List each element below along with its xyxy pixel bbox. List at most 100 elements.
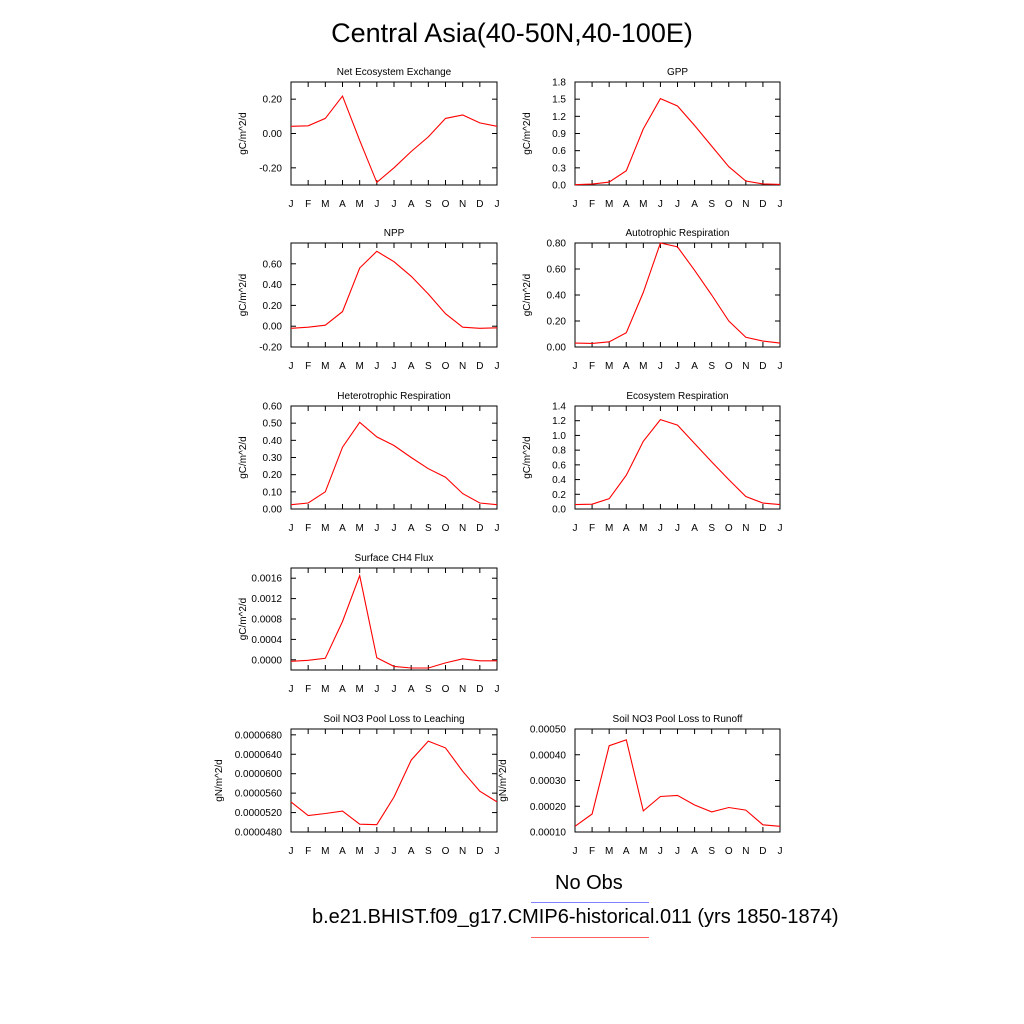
y-tick-label: 0.0016 bbox=[251, 574, 282, 585]
x-tick-label: J bbox=[658, 523, 663, 534]
x-tick-label: O bbox=[442, 199, 450, 210]
x-tick-label: D bbox=[476, 684, 483, 695]
x-tick-label: J bbox=[778, 361, 783, 372]
x-tick-label: A bbox=[623, 199, 630, 210]
x-tick-label: F bbox=[589, 199, 595, 210]
x-tick-label: M bbox=[355, 523, 363, 534]
legend-run-line bbox=[531, 937, 649, 938]
plot-frame bbox=[290, 81, 498, 186]
y-tick-label: -0.20 bbox=[259, 343, 282, 354]
x-tick-label: S bbox=[425, 361, 432, 372]
x-tick-label: F bbox=[305, 684, 311, 695]
x-tick-label: J bbox=[392, 199, 397, 210]
y-tick-label: 0.2 bbox=[552, 490, 566, 501]
x-tick-label: N bbox=[459, 199, 466, 210]
x-tick-label: D bbox=[476, 846, 483, 857]
x-tick-label: M bbox=[605, 361, 613, 372]
x-tick-label: J bbox=[573, 846, 578, 857]
x-tick-label: M bbox=[355, 846, 363, 857]
y-tick-label: 0.0 bbox=[552, 181, 566, 192]
y-tick-label: 0.0 bbox=[552, 505, 566, 516]
x-tick-label: F bbox=[305, 523, 311, 534]
x-tick-label: O bbox=[442, 684, 450, 695]
y-tick-label: 0.00 bbox=[263, 322, 283, 333]
x-tick-label: D bbox=[476, 199, 483, 210]
y-tick-label: 0.0000560 bbox=[235, 789, 283, 800]
y-tick-label: 1.4 bbox=[552, 402, 566, 413]
y-tick-label: 0.00010 bbox=[530, 828, 567, 839]
x-tick-label: J bbox=[495, 361, 500, 372]
x-tick-label: D bbox=[759, 523, 766, 534]
x-tick-label: S bbox=[708, 846, 715, 857]
x-tick-label: A bbox=[408, 361, 415, 372]
y-tick-label: 0.0000480 bbox=[235, 828, 283, 839]
y-axis-label: gC/m^2/d bbox=[238, 274, 249, 317]
y-tick-label: 0.00 bbox=[263, 129, 283, 140]
x-tick-label: S bbox=[708, 361, 715, 372]
series-line bbox=[574, 97, 781, 186]
x-tick-label: F bbox=[589, 846, 595, 857]
x-tick-label: J bbox=[374, 199, 379, 210]
x-tick-label: F bbox=[589, 523, 595, 534]
x-tick-label: A bbox=[691, 846, 698, 857]
x-tick-label: M bbox=[605, 523, 613, 534]
x-tick-label: J bbox=[778, 523, 783, 534]
y-tick-label: 0.60 bbox=[263, 259, 283, 270]
y-tick-label: 0.40 bbox=[263, 280, 283, 291]
x-tick-label: N bbox=[742, 199, 749, 210]
panel-title: Soil NO3 Pool Loss to Runoff bbox=[613, 714, 743, 725]
x-tick-label: J bbox=[392, 523, 397, 534]
series-line bbox=[574, 418, 781, 506]
x-tick-label: M bbox=[605, 199, 613, 210]
y-tick-label: 1.2 bbox=[552, 416, 566, 427]
x-tick-label: J bbox=[573, 523, 578, 534]
y-tick-label: 1.5 bbox=[552, 95, 566, 106]
x-tick-label: M bbox=[321, 846, 329, 857]
y-tick-label: 1.0 bbox=[552, 431, 566, 442]
plot-frame bbox=[574, 405, 781, 510]
legend-obs-label: No Obs bbox=[555, 872, 623, 894]
series-line bbox=[574, 739, 781, 827]
y-axis-label: gN/m^2/d bbox=[498, 759, 509, 802]
y-tick-label: 0.0000600 bbox=[235, 769, 283, 780]
y-tick-label: 0.40 bbox=[547, 291, 567, 302]
panel-title: Net Ecosystem Exchange bbox=[337, 67, 452, 78]
y-tick-label: 0.0000680 bbox=[235, 730, 283, 741]
plot-frame bbox=[290, 567, 498, 671]
y-tick-label: 0.00030 bbox=[530, 776, 567, 787]
x-tick-label: A bbox=[691, 199, 698, 210]
x-tick-label: D bbox=[759, 199, 766, 210]
x-tick-label: M bbox=[639, 199, 647, 210]
x-tick-label: J bbox=[289, 523, 294, 534]
x-tick-label: M bbox=[639, 361, 647, 372]
x-tick-label: A bbox=[408, 684, 415, 695]
x-tick-label: J bbox=[658, 199, 663, 210]
y-axis-label: gC/m^2/d bbox=[238, 436, 249, 479]
y-tick-label: 0.9 bbox=[552, 129, 566, 140]
y-tick-label: 0.6 bbox=[552, 146, 566, 157]
x-tick-label: J bbox=[392, 684, 397, 695]
y-tick-label: 0.0012 bbox=[251, 594, 282, 605]
x-tick-label: J bbox=[675, 846, 680, 857]
x-tick-label: J bbox=[392, 361, 397, 372]
y-tick-label: 0.20 bbox=[547, 317, 567, 328]
y-axis-label: gC/m^2/d bbox=[238, 112, 249, 155]
y-tick-label: 0.0004 bbox=[251, 635, 282, 646]
y-tick-label: 0.00020 bbox=[530, 802, 567, 813]
y-tick-label: 0.00050 bbox=[530, 725, 567, 736]
x-tick-label: J bbox=[392, 846, 397, 857]
y-tick-label: 0.0000640 bbox=[235, 750, 283, 761]
x-tick-label: M bbox=[605, 846, 613, 857]
x-tick-label: N bbox=[459, 523, 466, 534]
x-tick-label: M bbox=[355, 684, 363, 695]
x-tick-label: J bbox=[573, 361, 578, 372]
x-tick-label: M bbox=[355, 361, 363, 372]
x-tick-label: O bbox=[725, 199, 733, 210]
y-tick-label: 0.20 bbox=[263, 301, 283, 312]
x-tick-label: M bbox=[321, 361, 329, 372]
x-tick-label: N bbox=[742, 361, 749, 372]
x-tick-label: N bbox=[459, 846, 466, 857]
